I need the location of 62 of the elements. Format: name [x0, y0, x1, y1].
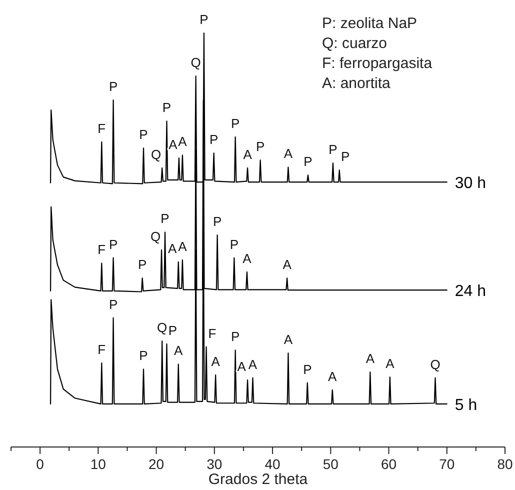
annotation: Q — [190, 55, 201, 70]
annotation: P — [256, 139, 265, 154]
annotation: A — [211, 354, 220, 369]
annotation: A — [366, 351, 375, 366]
x-tick-label: 40 — [264, 456, 281, 472]
series-label: 5 h — [454, 396, 478, 414]
annotation: P — [328, 142, 338, 157]
annotation: A — [328, 368, 338, 384]
annotation: A — [168, 137, 178, 152]
annotation: P — [209, 132, 218, 148]
annotation: F — [98, 242, 106, 258]
annotation: P — [341, 149, 350, 164]
x-tick-label: 80 — [497, 456, 513, 472]
x-tick-label: 60 — [380, 456, 397, 472]
annotation: Q — [150, 228, 161, 244]
annotation: F — [208, 326, 216, 341]
annotation: A — [243, 146, 252, 162]
annotation: P — [200, 12, 208, 27]
annotation: A — [386, 356, 395, 372]
series-label: 30 h — [454, 175, 486, 192]
annotation: A — [242, 250, 252, 266]
annotation: A — [174, 343, 184, 358]
annotation: Q — [151, 146, 162, 162]
annotation: P — [108, 296, 118, 312]
annotation: P — [230, 236, 239, 252]
annotation: P — [139, 348, 148, 364]
x-tick-label: 70 — [439, 456, 455, 472]
annotation: P — [303, 362, 312, 377]
annotation: F: ferropargasita — [322, 55, 433, 72]
annotation: P — [212, 214, 222, 230]
annotation: P — [139, 127, 148, 142]
annotation: Q — [157, 320, 168, 336]
annotation: A — [237, 358, 246, 374]
series-label: 24 h — [454, 283, 486, 300]
annotation: A — [284, 332, 293, 348]
x-tick-label: 50 — [322, 456, 339, 472]
annotation: P — [168, 322, 178, 338]
annotation: A: anortita — [322, 75, 392, 92]
annotation: F — [98, 342, 106, 357]
annotation: P — [304, 154, 312, 169]
annotation: P — [108, 236, 118, 252]
annotation: Q: cuarzo — [322, 35, 388, 52]
annotation: Q — [430, 356, 440, 372]
annotation: A — [168, 240, 178, 256]
x-tick-label: 30 — [206, 456, 222, 472]
annotation: A — [178, 134, 188, 150]
x-tick-label: 10 — [90, 456, 106, 472]
x-tick-label: 20 — [148, 456, 164, 472]
annotation: P — [138, 257, 147, 272]
annotation: P — [231, 329, 240, 344]
annotation: F — [98, 120, 106, 136]
text: P: zeolita NaP — [322, 15, 418, 32]
annotation: A — [178, 238, 188, 254]
annotation: P — [162, 100, 172, 116]
annotation: P — [160, 211, 170, 226]
x-axis-title: Grados 2 theta — [208, 471, 308, 488]
annotation: A — [248, 356, 258, 372]
x-tick-label: 0 — [36, 456, 44, 472]
annotation: A — [282, 257, 292, 272]
annotation: P — [231, 116, 240, 131]
annotation: A — [284, 146, 293, 162]
annotation: P — [108, 79, 118, 94]
